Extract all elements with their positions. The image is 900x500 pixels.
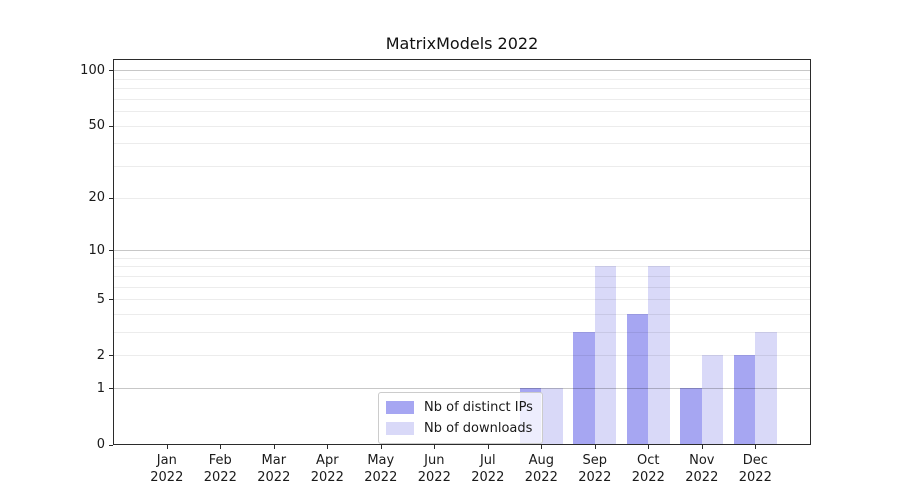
gridline-minor-9 [113, 257, 811, 259]
gridline-minor-7 [113, 275, 811, 277]
gridline-minor-70 [113, 98, 811, 100]
legend-swatch-distinct-ips [386, 401, 414, 414]
gridline-minor-50 [113, 125, 811, 127]
x-tick-label-sep: Sep 2022 [578, 452, 612, 485]
x-tick-label-apr: Apr 2022 [310, 452, 344, 485]
gridline-minor-5 [113, 299, 811, 301]
x-tick-label-feb: Feb 2022 [203, 452, 237, 485]
x-tick-label-may: May 2022 [364, 452, 398, 485]
bar-distinct-ips-sep [573, 332, 595, 445]
gridline-minor-8 [113, 266, 811, 268]
legend-swatch-downloads [386, 422, 414, 435]
y-tick-5 [109, 299, 113, 301]
gridline-minor-4 [113, 313, 811, 315]
gridline-minor-40 [113, 143, 811, 145]
legend-label-downloads: Nb of downloads [424, 421, 533, 436]
x-tick-sep [594, 444, 596, 449]
x-tick-dec [755, 444, 757, 449]
x-tick-jan [166, 444, 168, 449]
bar-distinct-ips-oct [626, 313, 649, 445]
bar-distinct-ips-dec [733, 355, 756, 445]
x-tick-label-aug: Aug 2022 [524, 452, 558, 485]
x-tick-label-dec: Dec 2022 [738, 452, 772, 485]
y-tick-label-10: 10 [88, 242, 105, 258]
y-tick-label-0: 0 [96, 437, 105, 452]
gridline-minor-3 [113, 332, 811, 333]
x-tick-jun [434, 444, 436, 449]
x-tick-apr [327, 444, 329, 449]
x-tick-label-jan: Jan 2022 [150, 452, 184, 485]
y-tick-1 [109, 388, 113, 390]
chart-title: MatrixModels 2022 [385, 34, 539, 53]
x-tick-feb [220, 444, 222, 449]
y-tick-50 [109, 125, 113, 127]
y-tick-100 [109, 70, 113, 72]
gridline-minor-80 [113, 88, 811, 89]
bar-downloads-sep [594, 266, 617, 445]
gridline-minor-30 [113, 165, 811, 167]
bar-downloads-dec [755, 332, 777, 445]
gridline-major-100 [113, 70, 811, 72]
x-tick-label-nov: Nov 2022 [685, 452, 719, 485]
y-tick-10 [109, 250, 113, 251]
gridline-minor-90 [113, 78, 811, 80]
gridline-minor-60 [113, 111, 811, 112]
x-tick-may [380, 444, 382, 449]
bar-downloads-nov [701, 355, 724, 445]
x-tick-aug [541, 444, 543, 449]
y-tick-label-5: 5 [96, 291, 105, 307]
y-tick-label-50: 50 [88, 118, 105, 133]
x-tick-label-jun: Jun 2022 [417, 452, 451, 485]
y-tick-label-100: 100 [80, 62, 105, 78]
y-tick-label-1: 1 [96, 380, 105, 396]
x-tick-mar [273, 444, 275, 449]
bar-downloads-oct [648, 266, 670, 445]
legend-item-distinct-ips: Nb of distinct IPs [386, 400, 533, 415]
y-tick-0 [109, 444, 113, 446]
y-tick-2 [109, 355, 113, 357]
x-tick-jul [487, 444, 489, 449]
x-tick-label-oct: Oct 2022 [631, 452, 665, 485]
bar-downloads-aug [541, 388, 563, 445]
bar-distinct-ips-nov [680, 388, 702, 445]
legend: Nb of distinct IPs Nb of downloads [378, 392, 543, 444]
y-tick-20 [109, 197, 113, 199]
y-tick-label-20: 20 [88, 190, 105, 205]
legend-label-distinct-ips: Nb of distinct IPs [424, 400, 533, 415]
x-tick-nov [701, 444, 703, 449]
y-tick-label-2: 2 [96, 347, 105, 363]
x-tick-label-jul: Jul 2022 [471, 452, 505, 485]
gridline-minor-20 [113, 197, 811, 199]
x-tick-oct [648, 444, 650, 449]
gridline-major-1 [113, 388, 811, 390]
gridline-minor-6 [113, 286, 811, 288]
gridline-major-10 [113, 250, 811, 251]
gridline-minor-2 [113, 355, 811, 357]
legend-item-downloads: Nb of downloads [386, 421, 533, 436]
x-tick-label-mar: Mar 2022 [257, 452, 291, 485]
